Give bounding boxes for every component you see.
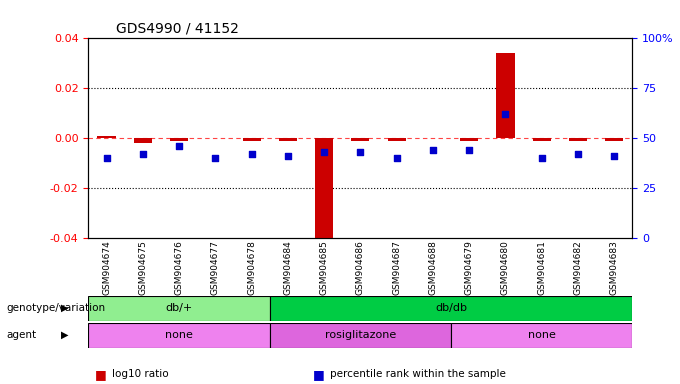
- Text: ■: ■: [313, 368, 324, 381]
- Point: [391, 155, 402, 161]
- Bar: [569, 138, 587, 141]
- Point: [246, 151, 257, 157]
- Text: ■: ■: [95, 368, 107, 381]
- Text: none: none: [165, 330, 193, 340]
- Text: GSM904676: GSM904676: [175, 240, 184, 295]
- Text: GSM904681: GSM904681: [537, 240, 546, 295]
- Text: GSM904687: GSM904687: [392, 240, 401, 295]
- Text: GSM904686: GSM904686: [356, 240, 365, 295]
- Point: [573, 151, 583, 157]
- Text: percentile rank within the sample: percentile rank within the sample: [330, 369, 506, 379]
- Bar: [279, 138, 297, 141]
- Text: ▶: ▶: [61, 330, 68, 340]
- FancyBboxPatch shape: [270, 323, 451, 348]
- Point: [319, 149, 330, 155]
- Point: [282, 153, 293, 159]
- FancyBboxPatch shape: [270, 296, 632, 321]
- Text: ▶: ▶: [61, 303, 68, 313]
- Bar: [532, 138, 551, 141]
- Bar: [496, 53, 515, 138]
- Bar: [315, 138, 333, 243]
- Text: log10 ratio: log10 ratio: [112, 369, 169, 379]
- Point: [101, 155, 112, 161]
- Text: agent: agent: [7, 330, 37, 340]
- Point: [173, 143, 184, 149]
- Text: GSM904674: GSM904674: [102, 240, 111, 295]
- Text: GSM904682: GSM904682: [573, 240, 583, 295]
- Point: [609, 153, 619, 159]
- Text: db/+: db/+: [165, 303, 192, 313]
- Bar: [605, 138, 624, 141]
- Text: GSM904683: GSM904683: [610, 240, 619, 295]
- Bar: [243, 138, 260, 141]
- Text: none: none: [528, 330, 556, 340]
- Text: GSM904685: GSM904685: [320, 240, 328, 295]
- Bar: [97, 136, 116, 138]
- FancyBboxPatch shape: [451, 323, 632, 348]
- Point: [464, 147, 475, 153]
- Text: GSM904677: GSM904677: [211, 240, 220, 295]
- Text: genotype/variation: genotype/variation: [7, 303, 106, 313]
- Point: [210, 155, 221, 161]
- Text: GSM904680: GSM904680: [501, 240, 510, 295]
- Bar: [170, 138, 188, 141]
- Text: GSM904688: GSM904688: [428, 240, 437, 295]
- Point: [537, 155, 547, 161]
- Text: GSM904684: GSM904684: [284, 240, 292, 295]
- Text: GSM904678: GSM904678: [247, 240, 256, 295]
- Bar: [388, 138, 406, 141]
- Bar: [352, 138, 369, 141]
- Point: [428, 147, 439, 153]
- Bar: [134, 138, 152, 143]
- Bar: [460, 138, 478, 141]
- Point: [500, 111, 511, 118]
- Point: [355, 149, 366, 155]
- FancyBboxPatch shape: [88, 323, 270, 348]
- Text: GSM904675: GSM904675: [138, 240, 148, 295]
- FancyBboxPatch shape: [88, 296, 270, 321]
- Text: db/db: db/db: [435, 303, 467, 313]
- Text: GSM904679: GSM904679: [464, 240, 474, 295]
- Point: [137, 151, 148, 157]
- Text: rosiglitazone: rosiglitazone: [325, 330, 396, 340]
- Text: GDS4990 / 41152: GDS4990 / 41152: [116, 22, 239, 36]
